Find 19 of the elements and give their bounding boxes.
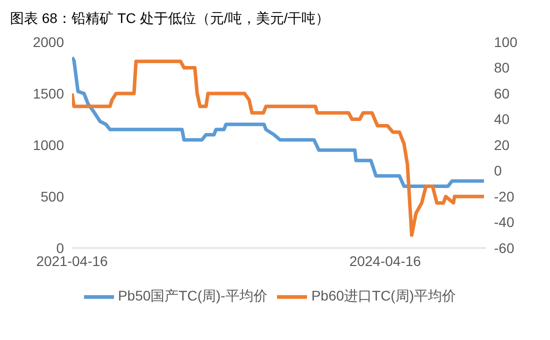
legend-label: Pb60进口TC(周)平均价 [311, 288, 456, 304]
line-series [72, 60, 486, 237]
y2-tick-label: 40 [494, 111, 510, 128]
line-series [72, 56, 486, 188]
legend-label: Pb50国产TC(周)-平均价 [118, 288, 268, 304]
y-tick-label: 500 [40, 188, 64, 204]
y2-tick-label: 20 [494, 136, 510, 153]
y2-tick-label: 100 [494, 34, 518, 50]
y2-tick-label: 80 [494, 60, 510, 76]
x-tick-label: 2024-04-16 [349, 252, 422, 269]
y2-tick-label: -40 [494, 214, 514, 230]
y2-tick-label: 0 [494, 162, 502, 179]
chart-title: 图表 68：铅精矿 TC 处于低位（元/吨，美元/干吨） [9, 9, 331, 28]
y2-tick-label: -20 [494, 188, 514, 204]
y-tick-label: 2000 [32, 34, 64, 50]
y2-tick-label: -60 [494, 240, 514, 256]
y-tick-label: 1500 [32, 85, 64, 102]
y-tick-label: 1000 [32, 136, 64, 153]
y2-tick-label: 60 [494, 85, 510, 102]
